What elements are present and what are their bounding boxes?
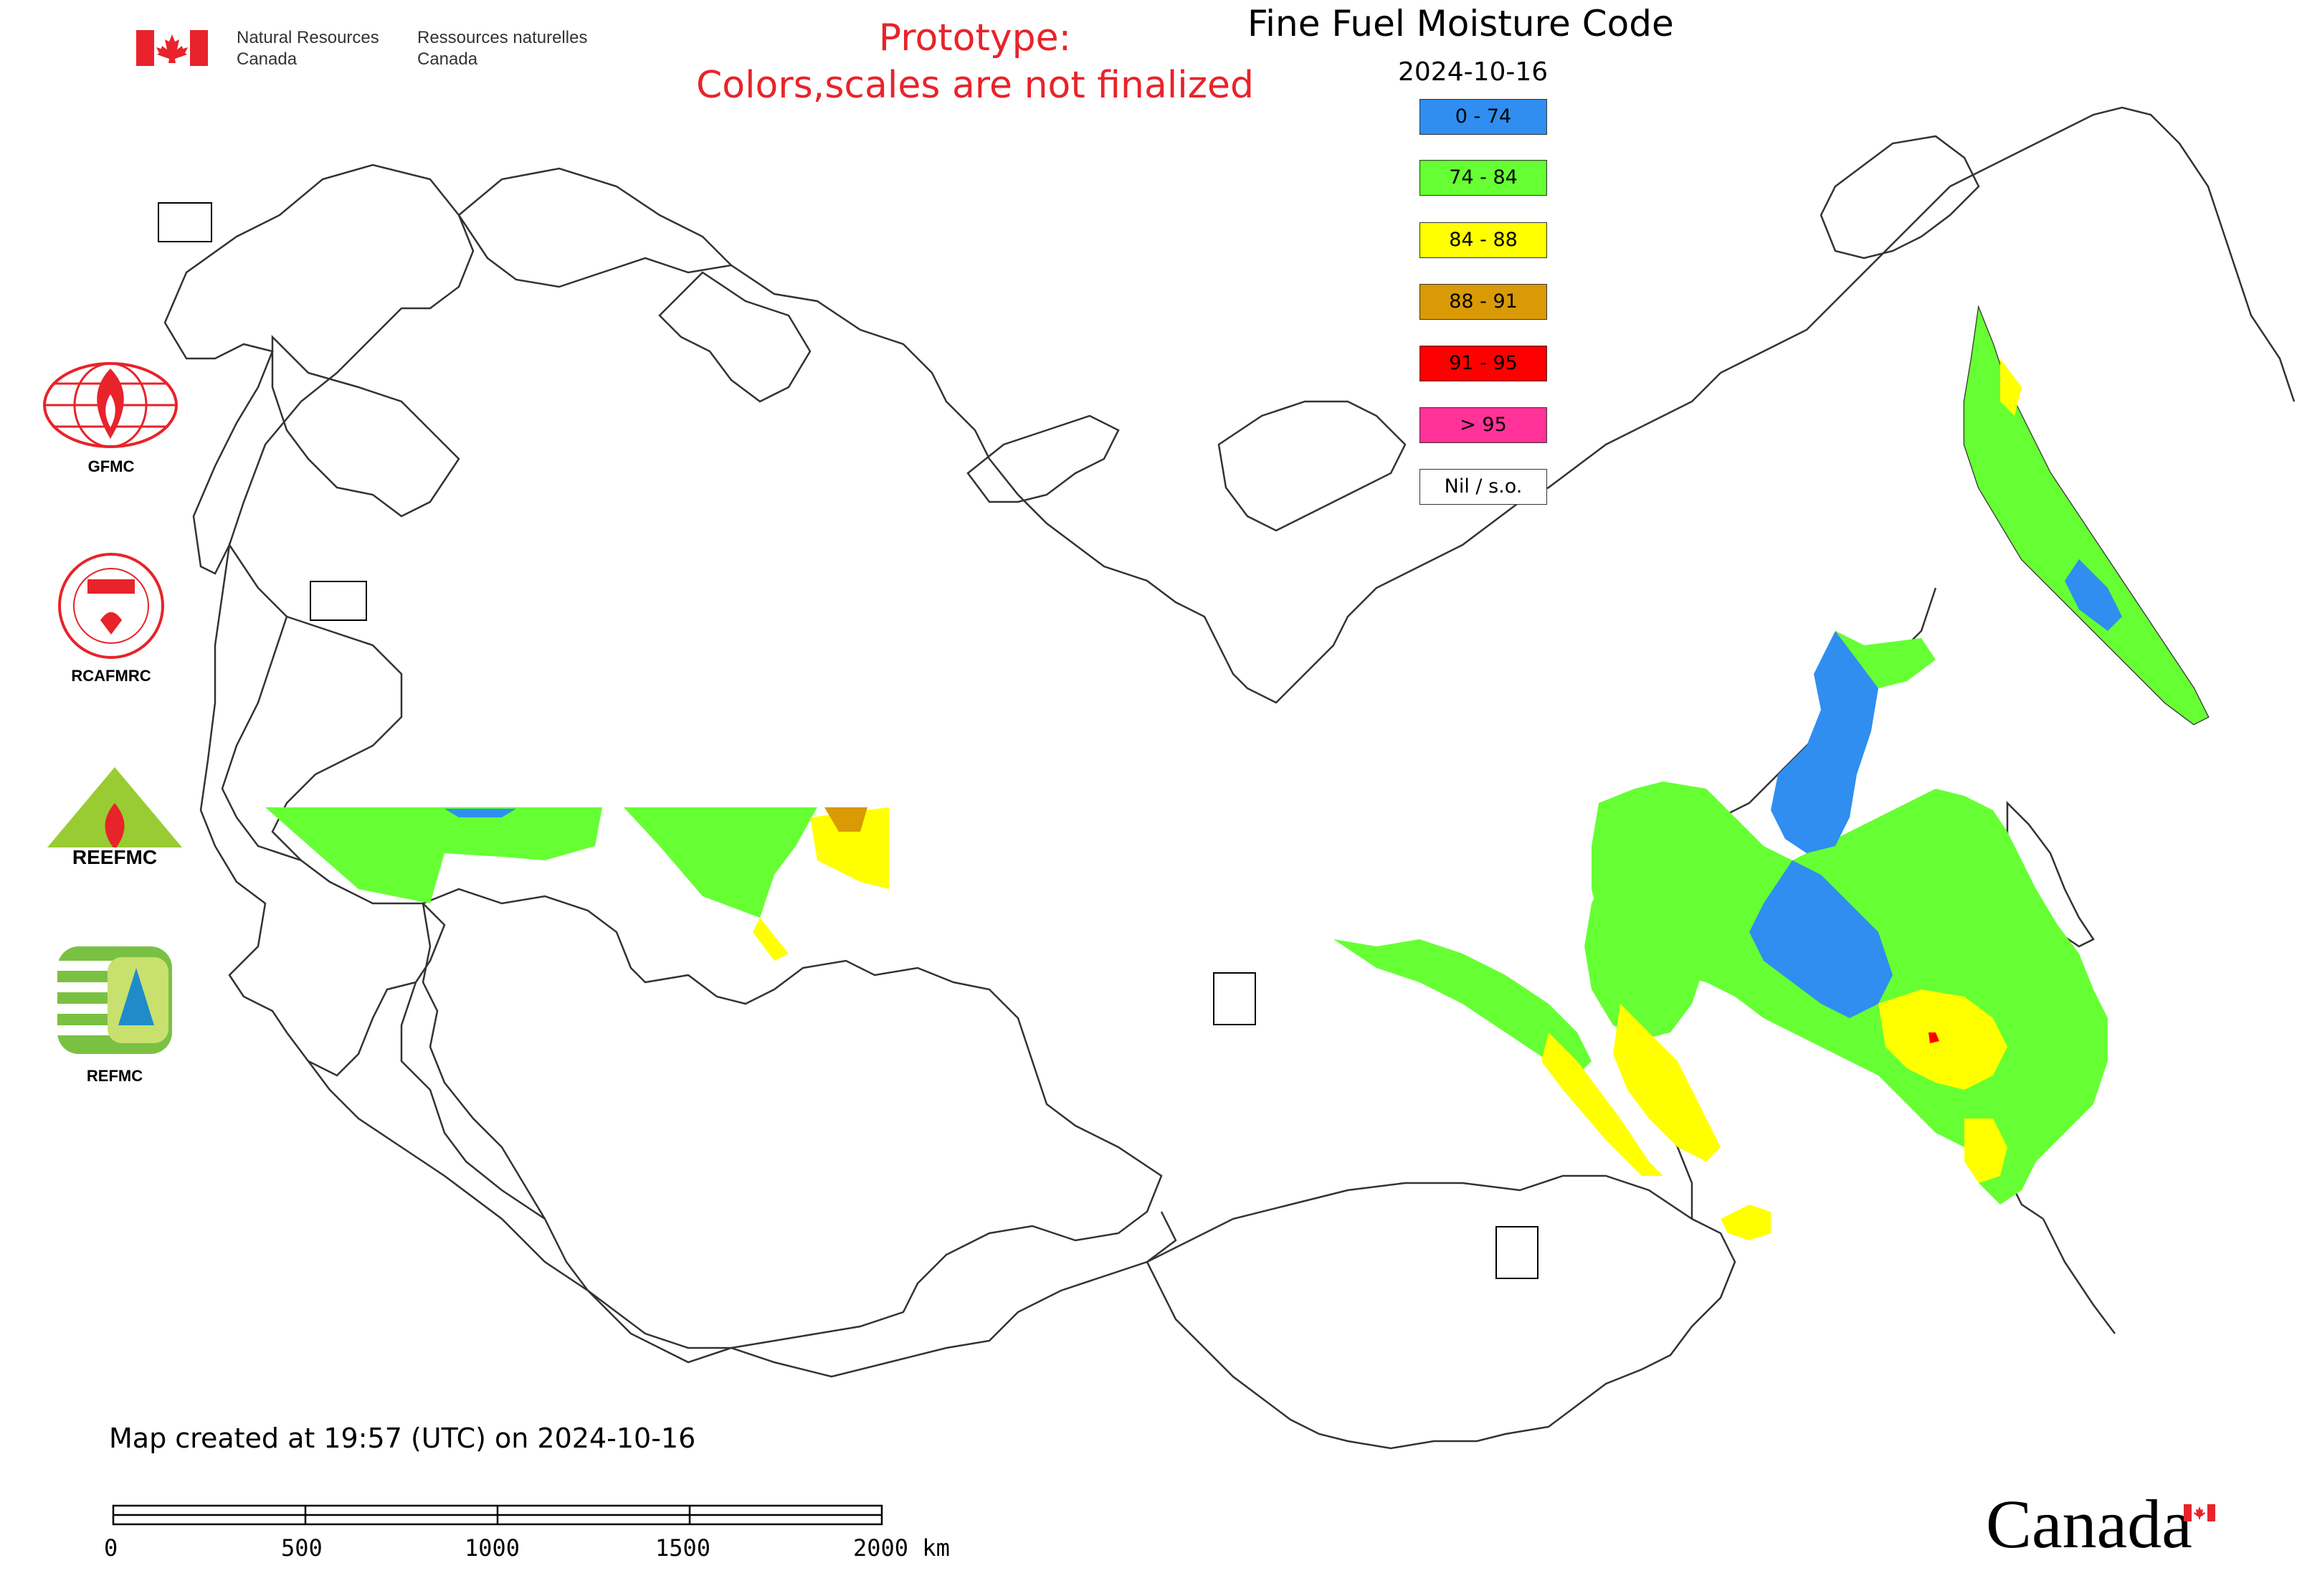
logo-rcafmrc: RCAFMRC [50,552,172,695]
prototype-notice: Prototype: Colors,scales are not finaliz… [674,14,1276,109]
arctic-coastline [731,106,2296,704]
legend-item-88-91: 88 - 91 [1419,284,1547,320]
ffmc-lake-lobe-green [1835,631,1936,688]
ffmc-primorye-yellow [1964,1118,2007,1183]
eastern-europe-outline [199,542,446,1077]
reefmc-logo-icon: REEFMC [39,767,190,868]
svg-text:REEFMC: REEFMC [72,846,157,868]
ffmc-hulun-yellow [1721,1205,1771,1240]
legend-label: 0 - 74 [1455,105,1512,128]
canada-wordmark: Canada [1986,1484,2230,1570]
rcafmrc-logo-icon [58,553,164,659]
ffmc-fill [265,308,2208,1240]
legend-label: 84 - 88 [1449,229,1518,251]
scale-label-1000: 1000 [465,1534,520,1562]
ffmc-baikal-yellow [1613,1004,1721,1162]
logo-reefmc: REEFMC [36,767,194,875]
ffmc-west-stripe-blue [444,809,516,817]
logo-gfmc: GFMC [39,358,183,480]
wordmark-flag-icon [2184,1504,2215,1521]
gov-signature: Natural Resources Canada Ressources natu… [136,28,595,76]
org-name-fr-line2: Canada [417,49,478,69]
logo-label: REFMC [86,1067,143,1085]
logo-refmc: REFMC [57,946,172,1090]
white-sea-outline [658,271,812,403]
scale-label-500: 500 [281,1534,323,1562]
legend-item-91-95: 91 - 95 [1419,346,1547,381]
ffmc-central-stripe-orange [824,807,867,832]
baltic-states-outline [271,334,460,518]
ffmc-baikal-green [1584,860,1706,1040]
scale-label-0: 0 [104,1534,118,1562]
scale-label-2000km: 2000 km [853,1534,950,1562]
ffmc-siberia-stripe-yellow [1541,1032,1663,1176]
org-name-fr-line1: Ressources naturelles [417,28,588,47]
logo-label: GFMC [87,457,135,475]
taimyr-outline [1217,400,1407,532]
gfmc-logo-icon [43,362,178,448]
ffmc-central-stripe-green [624,807,817,918]
legend-label: Nil / s.o. [1444,475,1523,498]
scale-bar [112,1504,883,1526]
created-timestamp: Map created at 19:57 (UTC) on 2024-10-16 [109,1422,696,1454]
ffmc-amur-yellow [1878,989,2007,1090]
ffmc-amur-red [1928,1032,1939,1043]
refmc-logo-icon [57,946,172,1054]
ffmc-east-blue-1 [1749,860,1893,1018]
map-date: 2024-10-16 [1398,57,1549,87]
ffmc-kamchatka-blue [2065,559,2122,631]
ffmc-kamchatka-yellow [2000,358,2022,416]
legend-item-0-74: 0 - 74 [1419,99,1547,135]
legend-label: 88 - 91 [1449,290,1518,313]
legend-item-74-84: 74 - 84 [1419,160,1547,196]
org-name-en-line2: Canada [237,49,298,69]
kazakhstan-outline [422,888,1163,1349]
refmc-marker-icon [1213,972,1256,1025]
novaya-zemlya-outline [966,414,1120,503]
kola-outline [457,167,733,288]
ffmc-lake-lobe-blue [1771,631,1878,853]
china-border-east [2042,1218,2116,1334]
canada-flag-icon [136,30,208,66]
ffmc-central-stripe-yellow [810,807,889,889]
reefmc-marker-icon [310,581,367,621]
rcafmrc-marker-icon [1495,1226,1538,1279]
legend-label: 74 - 84 [1449,166,1518,189]
central-asia-south-outline [587,1211,1177,1378]
caucasus-outline [308,1060,589,1292]
scandinavia-outline [163,163,475,575]
logo-label: RCAFMRC [71,667,151,685]
legend-item-nil: Nil / s.o. [1419,469,1547,505]
legend-label: > 95 [1460,414,1507,436]
central-asia-outline [400,982,546,1220]
org-name-en-line1: Natural Resources [237,28,379,47]
ffmc-central-stripe-yellow-2 [753,918,789,961]
legend-label: 91 - 95 [1449,352,1518,374]
ffmc-siberia-stripe-green [1333,939,1592,1075]
prototype-line2: Colors,scales are not finalized [695,64,1255,107]
ffmc-west-stripe-green [265,807,602,903]
scale-label-1500: 1500 [655,1534,711,1562]
chukotka-outline [1820,135,1980,260]
legend-item-gt-95: > 95 [1419,407,1547,443]
canada-wordmark-text: Canada [1986,1486,2192,1562]
gfmc-marker-icon [158,202,212,242]
ffmc-yakutsk-green [1649,789,1706,846]
prototype-line1: Prototype: [878,16,1072,60]
country-borders [163,106,2296,1450]
legend-item-84-88: 84 - 88 [1419,222,1547,258]
mongolia-outline [1146,1174,1736,1450]
map-title: Fine Fuel Moisture Code [1247,3,1674,44]
ffmc-kamchatka-green [1964,308,2208,724]
